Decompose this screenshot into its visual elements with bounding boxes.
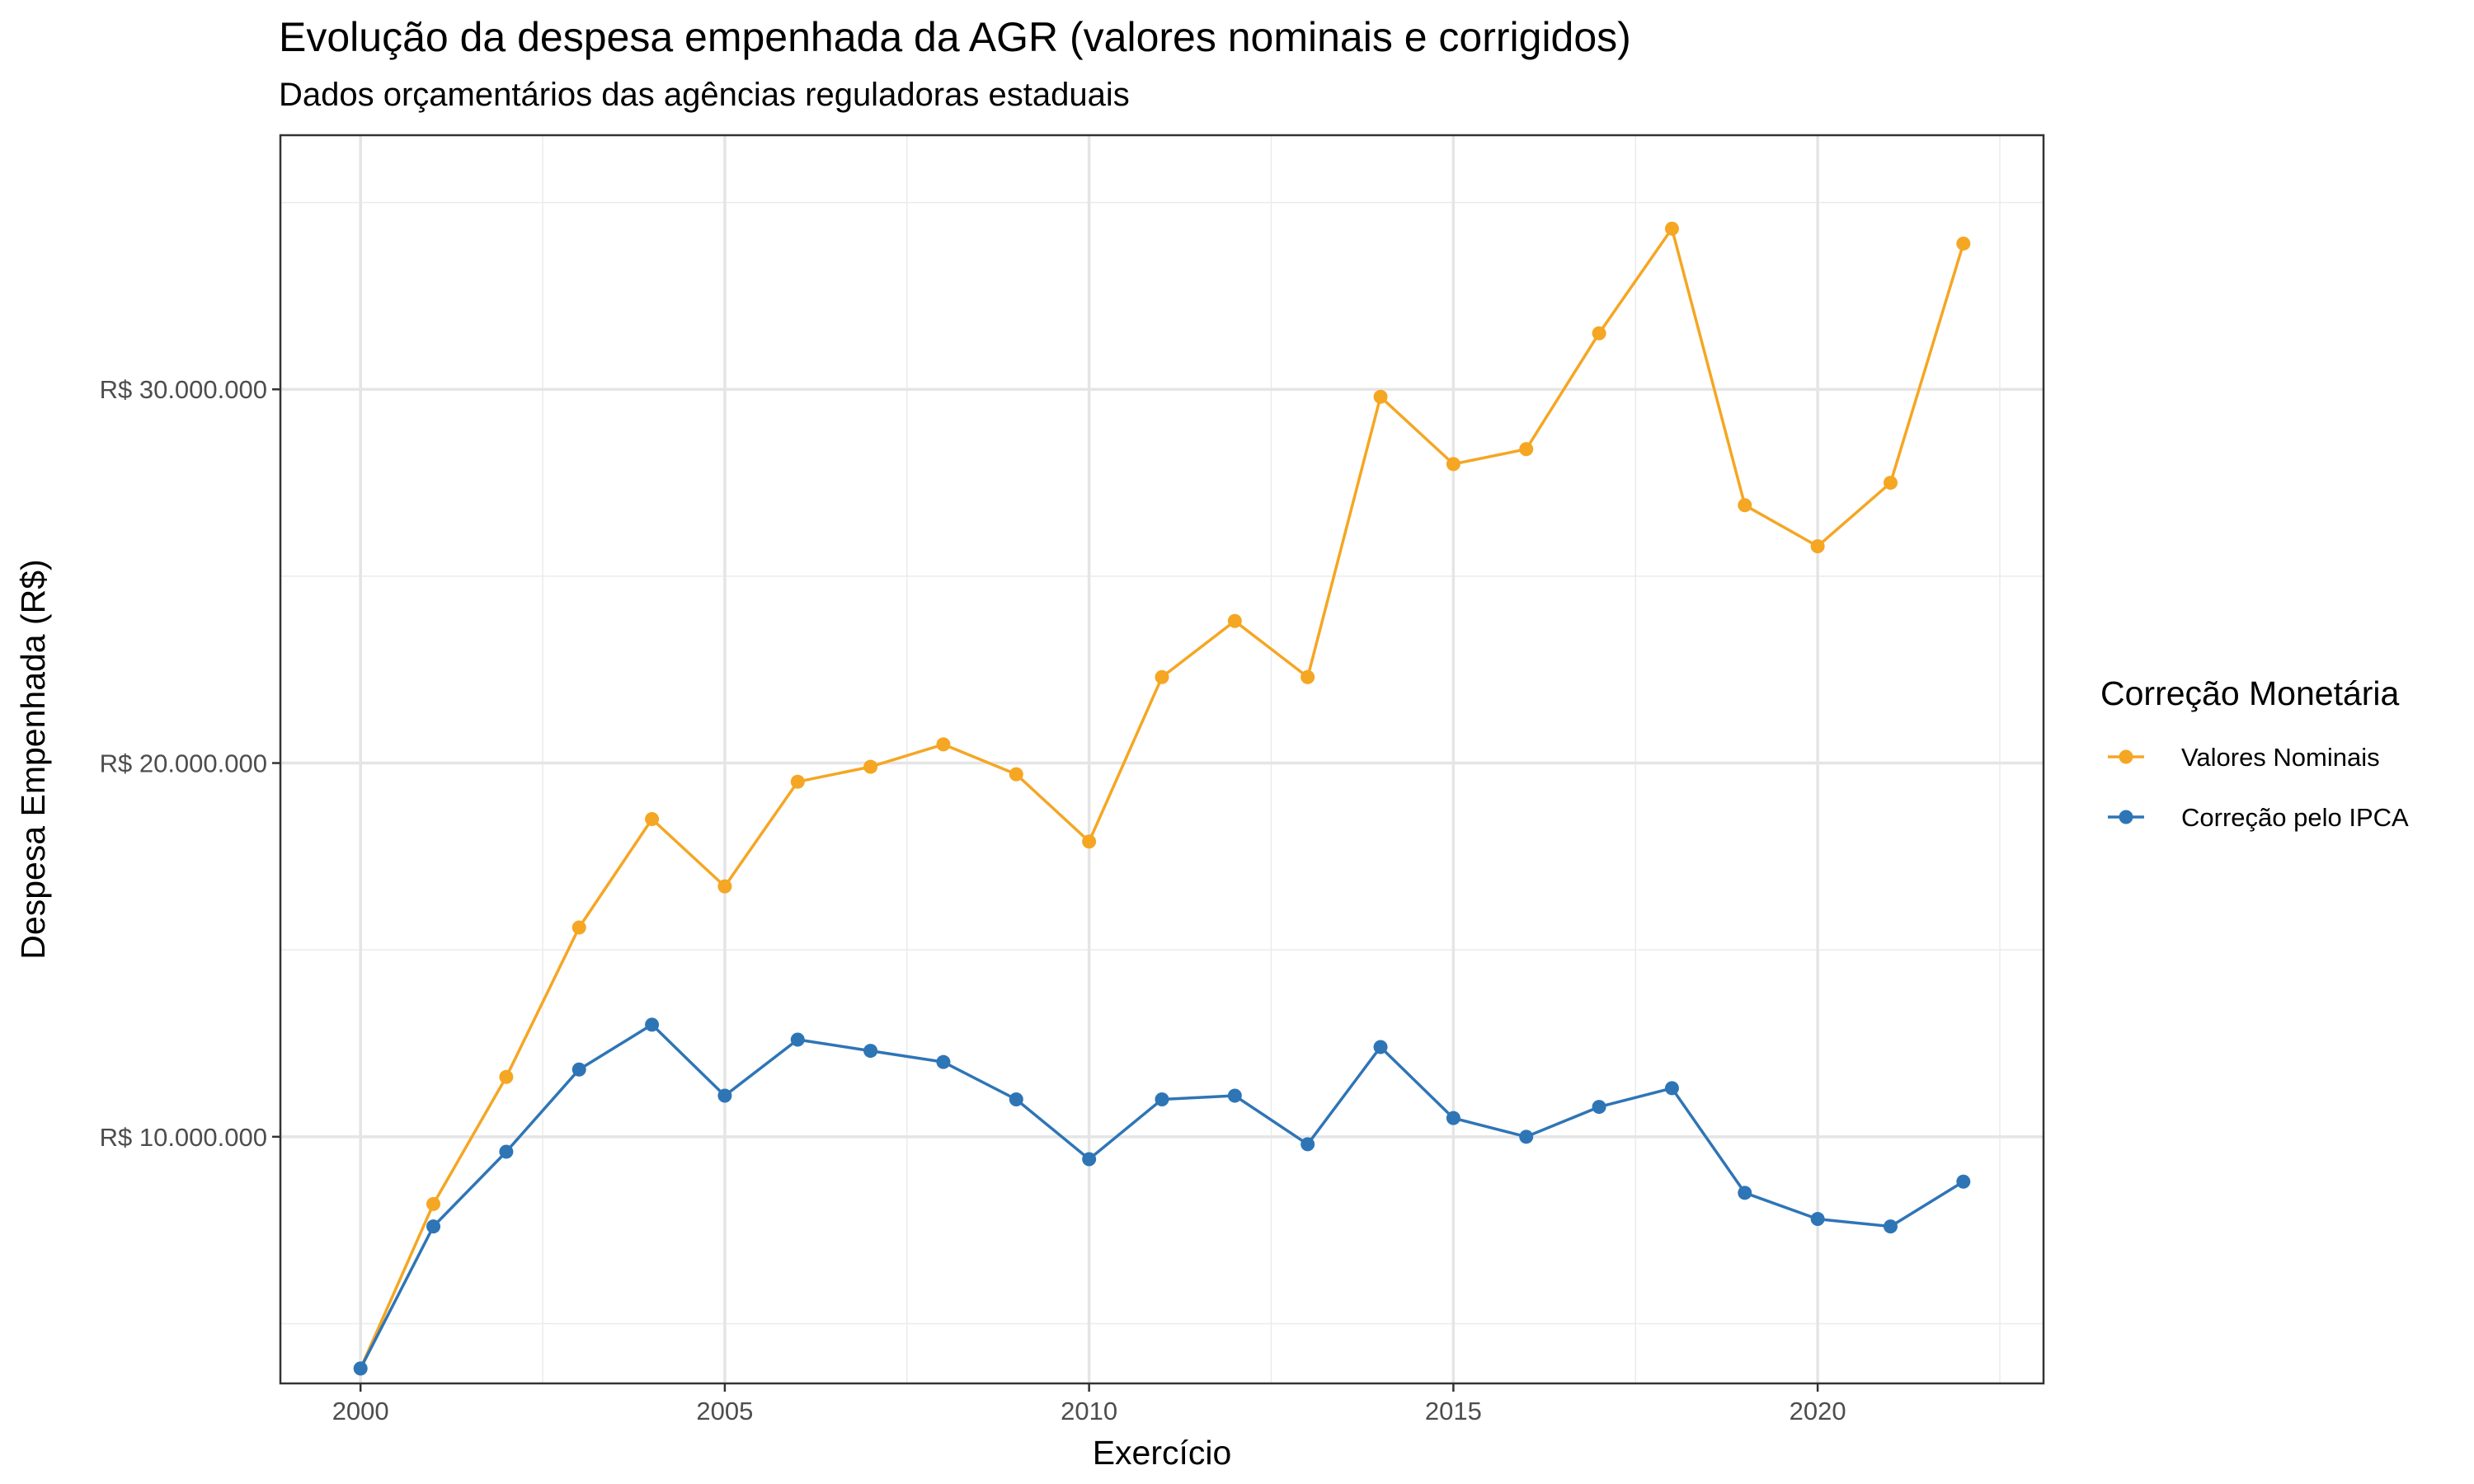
data-point	[1009, 767, 1023, 782]
chart-subtitle: Dados orçamentários das agências regulad…	[279, 77, 1130, 113]
data-point	[1373, 389, 1388, 404]
data-point	[1009, 1092, 1023, 1106]
legend-key-point	[2119, 749, 2133, 764]
data-point	[1155, 1092, 1169, 1106]
data-point	[1883, 476, 1898, 491]
data-point	[717, 879, 732, 894]
data-point	[1082, 1152, 1097, 1167]
data-point	[1956, 1174, 1971, 1189]
y-tick-label: R$ 20.000.000	[100, 749, 267, 778]
data-point	[1519, 1129, 1534, 1144]
legend-title: Correção Monetária	[2100, 674, 2400, 712]
legend-item-2: Correção pelo IPCA	[2108, 803, 2409, 832]
legend: Correção Monetária Valores Nominais Corre…	[2100, 674, 2409, 832]
data-point	[645, 812, 660, 827]
data-point	[1519, 442, 1534, 457]
grid	[280, 135, 2044, 1383]
data-point	[863, 1044, 878, 1059]
plot-panel-border	[279, 134, 2045, 1385]
x-axis-title: Exercício	[1093, 1434, 1232, 1472]
data-point	[1664, 221, 1679, 236]
chart-title: Evolução da despesa empenhada da AGR (va…	[279, 14, 1631, 60]
data-point	[426, 1196, 441, 1211]
x-tick-label: 2015	[1425, 1397, 1482, 1425]
data-point	[936, 1054, 951, 1069]
legend-item-1: Valores Nominais	[2108, 743, 2380, 772]
data-point	[863, 759, 878, 774]
data-point	[353, 1361, 368, 1376]
series-layer	[353, 221, 1971, 1376]
data-point	[790, 774, 805, 789]
x-tick-label: 2010	[1061, 1397, 1117, 1425]
data-point	[1738, 1186, 1752, 1200]
y-axis-title: Despesa Empenhada (R$)	[14, 559, 52, 959]
data-point	[1300, 1137, 1315, 1152]
data-point	[717, 1088, 732, 1103]
data-point	[936, 737, 951, 752]
data-point	[1227, 1088, 1242, 1103]
data-point	[1592, 326, 1606, 340]
data-point	[1664, 1081, 1679, 1096]
series-1	[353, 221, 1971, 1376]
data-point	[499, 1069, 514, 1084]
data-point	[645, 1017, 660, 1032]
x-tick-label: 2020	[1790, 1397, 1846, 1425]
data-point	[1446, 457, 1460, 472]
legend-label: Valores Nominais	[2181, 743, 2380, 772]
data-point	[1956, 236, 1971, 251]
data-point	[426, 1219, 441, 1234]
data-point	[1300, 669, 1315, 684]
y-axis: R$ 10.000.000 R$ 20.000.000 R$ 30.000.000	[100, 375, 280, 1152]
data-point	[1155, 669, 1169, 684]
legend-label: Correção pelo IPCA	[2181, 803, 2409, 832]
data-point	[1373, 1040, 1388, 1054]
data-point	[499, 1144, 514, 1159]
legend-key-point	[2119, 810, 2133, 824]
data-point	[790, 1032, 805, 1047]
x-axis: 2000 2005 2010 2015 2020	[332, 1383, 1846, 1425]
data-point	[1883, 1219, 1898, 1234]
data-point	[1082, 834, 1097, 849]
data-point	[1446, 1111, 1460, 1125]
data-point	[1810, 539, 1825, 554]
y-tick-label: R$ 10.000.000	[100, 1123, 267, 1152]
x-tick-label: 2005	[696, 1397, 753, 1425]
y-tick-label: R$ 30.000.000	[100, 375, 267, 404]
data-point	[571, 920, 586, 935]
data-point	[571, 1062, 586, 1077]
data-point	[1592, 1100, 1606, 1115]
data-point	[1810, 1212, 1825, 1227]
x-tick-label: 2000	[332, 1397, 389, 1425]
data-point	[1227, 613, 1242, 628]
legend-items: Valores Nominais Correção pelo IPCA	[2108, 743, 2409, 832]
data-point	[1738, 498, 1752, 513]
series-2	[353, 1017, 1971, 1376]
